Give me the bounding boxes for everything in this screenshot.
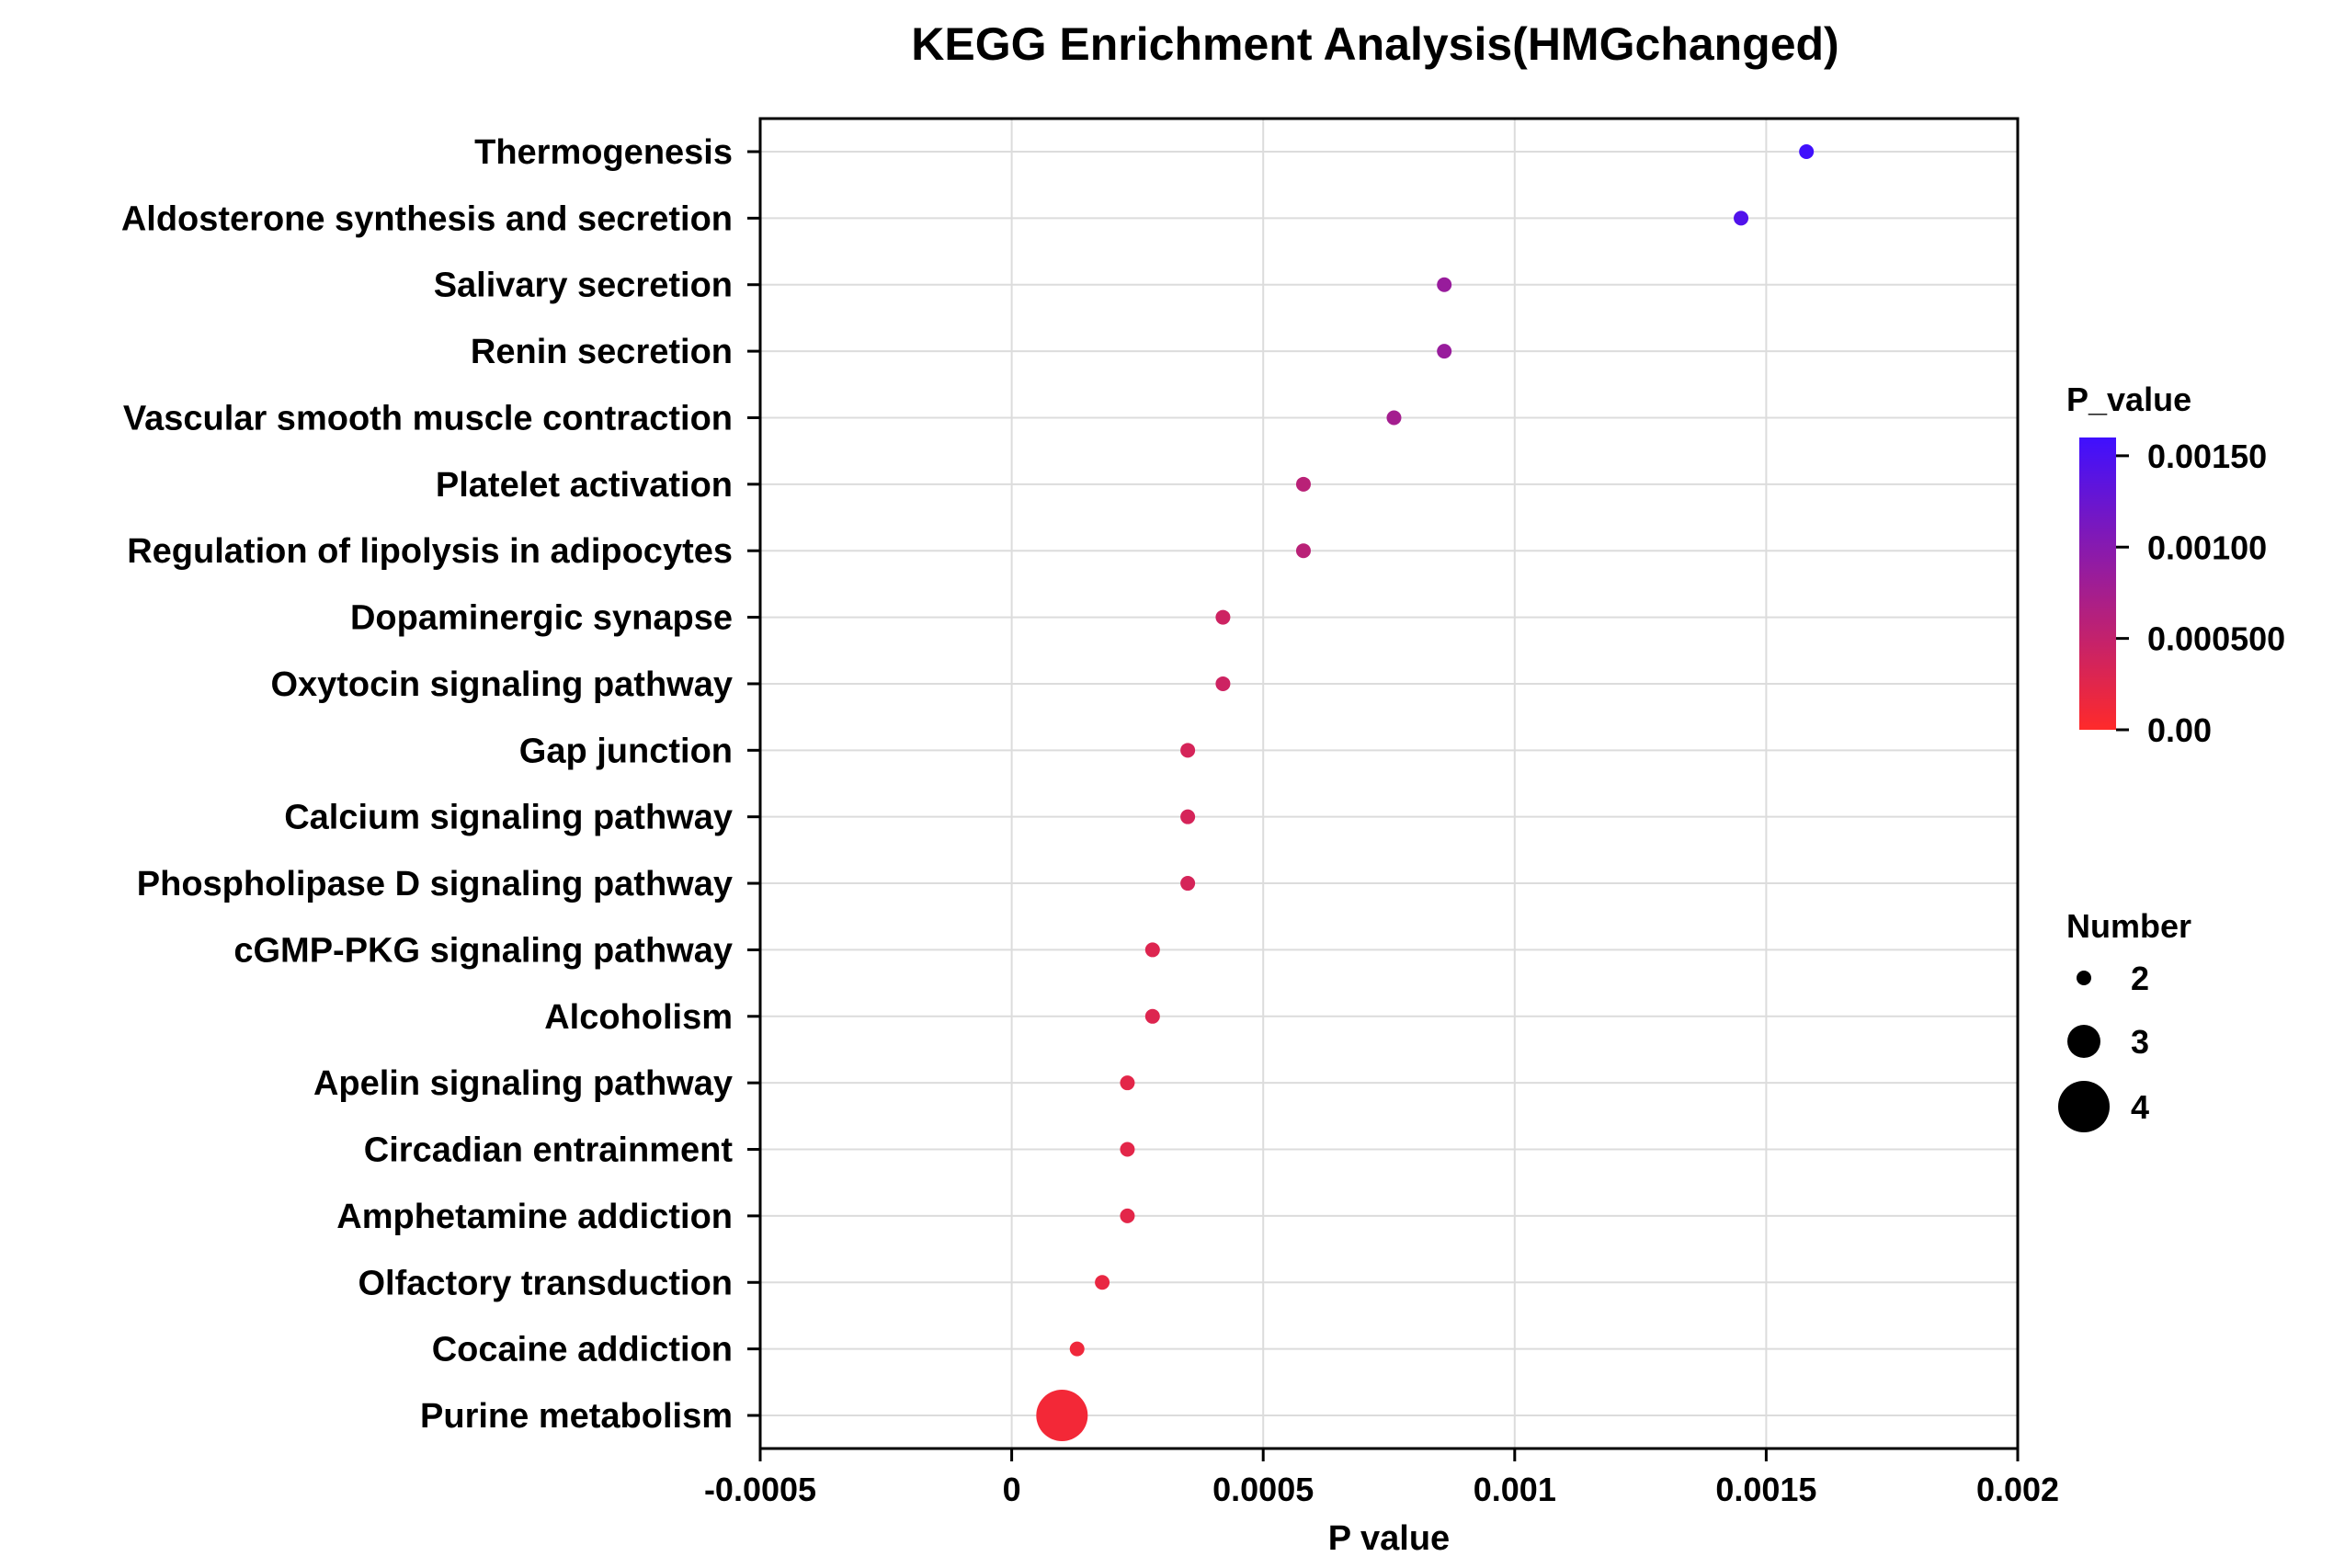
y-category-label: Thermogenesis (474, 133, 733, 172)
size-legend-title: Number (2066, 907, 2191, 945)
y-category-label: Phospholipase D signaling pathway (137, 865, 733, 903)
y-category-label: Apelin signaling pathway (313, 1064, 733, 1103)
size-legend-label: 2 (2131, 960, 2149, 997)
data-point (1180, 743, 1196, 758)
x-tick-label: 0 (1003, 1471, 1021, 1508)
data-point (1386, 410, 1402, 426)
x-tick-label: 0.0005 (1212, 1471, 1314, 1508)
data-point (1215, 609, 1231, 625)
data-point (1144, 942, 1160, 958)
size-legend: Number 2 3 4 (2058, 907, 2191, 1132)
data-point (1180, 809, 1196, 824)
data-point (1069, 1341, 1085, 1357)
data-point (1180, 876, 1196, 892)
data-point (1437, 344, 1452, 359)
data-point (1437, 277, 1452, 292)
y-category-label: Olfactory transduction (358, 1264, 734, 1302)
y-category-label: cGMP-PKG signaling pathway (233, 931, 733, 970)
color-legend-title: P_value (2066, 381, 2191, 418)
data-point (1295, 543, 1311, 559)
y-category-label: Salivary secretion (434, 267, 733, 305)
y-category-label: Alcoholism (544, 998, 733, 1037)
x-tick-label: 0.001 (1474, 1471, 1556, 1508)
y-category-label: Vascular smooth muscle contraction (123, 399, 733, 437)
size-legend-marker (2058, 1081, 2110, 1132)
x-axis-title: P value (1328, 1519, 1450, 1558)
color-legend-tick-label: 0.00100 (2147, 528, 2267, 566)
color-legend-tick-label: 0.000500 (2147, 620, 2285, 658)
grid-layer (760, 119, 2018, 1449)
data-point (1095, 1275, 1110, 1290)
plot-frame (758, 117, 2020, 1450)
size-legend-marker (2067, 1025, 2100, 1058)
data-point (1120, 1208, 1135, 1223)
size-legend-label: 3 (2131, 1023, 2149, 1061)
color-legend-tick-label: 0.00150 (2147, 437, 2267, 475)
color-legend-gradient-bar (2079, 437, 2116, 730)
chart-title: KEGG Enrichment Analysis(HMGchanged) (911, 18, 1838, 70)
x-tick-label: 0.002 (1976, 1471, 2059, 1508)
size-legend-label: 4 (2131, 1088, 2149, 1126)
x-axis: -0.0005 0 0.0005 0.001 0.0015 0.002 (704, 1449, 2059, 1508)
y-category-label: Circadian entrainment (364, 1131, 734, 1170)
y-category-label: Calcium signaling pathway (284, 799, 733, 837)
data-point (1036, 1390, 1088, 1441)
y-category-label: Amphetamine addiction (336, 1198, 733, 1236)
data-point (1144, 1008, 1160, 1024)
y-category-label: Purine metabolism (420, 1397, 733, 1436)
y-category-label: Gap junction (519, 732, 733, 770)
data-point (1799, 144, 1815, 159)
size-legend-items: 2 3 4 (2058, 960, 2149, 1132)
color-legend-tick-label: 0.00 (2147, 711, 2212, 749)
color-legend: P_value 0.00150 0.00100 0.000500 0.00 (2066, 381, 2285, 749)
y-axis: Thermogenesis Aldosterone synthesis and s… (121, 133, 760, 1436)
size-legend-marker (2077, 971, 2091, 985)
y-category-label: Dopaminergic synapse (350, 599, 733, 638)
y-category-label: Platelet activation (436, 466, 733, 505)
data-point (1120, 1142, 1135, 1157)
y-category-label: Renin secretion (471, 333, 733, 371)
data-point (1295, 476, 1311, 492)
color-legend-ticks: 0.00150 0.00100 0.000500 0.00 (2116, 437, 2285, 749)
x-tick-label: 0.0015 (1715, 1471, 1816, 1508)
y-category-label: Cocaine addiction (432, 1331, 733, 1369)
y-category-label: Aldosterone synthesis and secretion (121, 199, 733, 238)
data-points (1036, 144, 1815, 1441)
x-tick-label: -0.0005 (704, 1471, 816, 1508)
data-point (1734, 210, 1749, 226)
y-category-label: Oxytocin signaling pathway (270, 665, 733, 704)
data-point (1120, 1075, 1135, 1091)
y-category-label: Regulation of lipolysis in adipocytes (127, 532, 733, 571)
data-point (1215, 676, 1231, 691)
